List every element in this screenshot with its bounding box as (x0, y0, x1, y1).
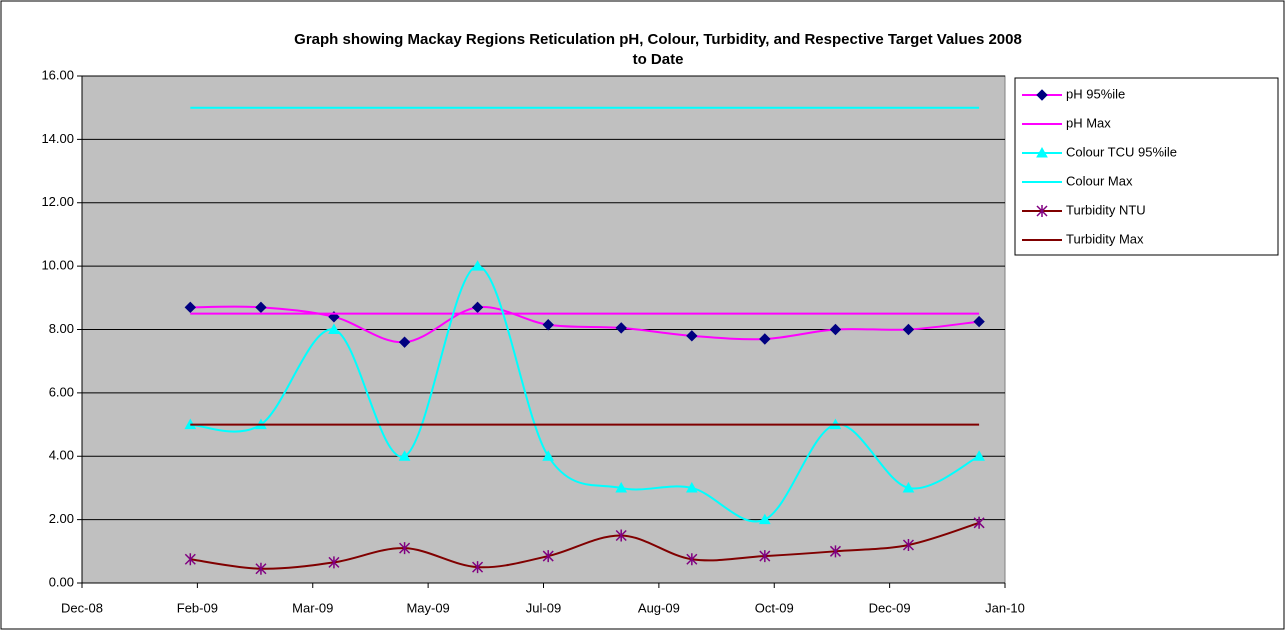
marker (902, 481, 915, 493)
y-tick-label: 8.00 (49, 321, 74, 336)
y-tick-label: 2.00 (49, 511, 74, 526)
y-tick-label: 0.00 (49, 574, 74, 589)
marker (255, 301, 267, 314)
marker (472, 561, 484, 574)
marker (471, 301, 484, 314)
legend (1014, 77, 1279, 256)
marker (328, 556, 340, 569)
x-tick-label: May-09 (406, 600, 449, 615)
marker (328, 323, 340, 334)
marker (902, 323, 915, 336)
marker (758, 513, 771, 525)
marker (1036, 146, 1048, 158)
marker (255, 562, 267, 575)
x-tick-label: Feb-09 (177, 600, 218, 615)
marker (973, 450, 985, 461)
marker (398, 336, 411, 348)
marker (829, 545, 841, 558)
marker (1036, 205, 1048, 217)
x-tick-label: Mar-09 (292, 600, 333, 615)
marker (184, 553, 196, 566)
marker (184, 301, 197, 314)
marker (686, 330, 698, 342)
x-tick-label: Dec-09 (869, 600, 911, 615)
y-tick-label: 16.00 (41, 67, 74, 82)
y-tick-label: 6.00 (49, 384, 74, 399)
marker (759, 333, 771, 345)
legend-label: Colour Max (1066, 173, 1133, 188)
marker (615, 322, 627, 334)
marker (902, 538, 914, 551)
series-line (190, 521, 980, 570)
x-tick-label: Oct-09 (755, 600, 794, 615)
y-tick-label: 4.00 (49, 448, 74, 463)
legend-label: Colour TCU 95%ile (1066, 144, 1177, 159)
marker (542, 450, 555, 461)
marker (685, 481, 698, 493)
y-tick-label: 10.00 (41, 258, 74, 273)
marker (759, 550, 771, 563)
y-tick-label: 14.00 (41, 131, 74, 146)
legend-label: pH Max (1066, 115, 1111, 130)
marker (829, 323, 842, 336)
marker (542, 550, 554, 563)
legend-label: pH 95%ile (1066, 86, 1125, 101)
chart-title: Graph showing Mackay Regions Reticulatio… (294, 31, 1022, 68)
marker (615, 481, 628, 493)
marker (973, 516, 985, 529)
marker (973, 315, 985, 328)
marker (1036, 89, 1048, 101)
x-tick-label: Jan-10 (985, 600, 1025, 615)
x-tick-label: Jul-09 (526, 600, 561, 615)
marker (615, 529, 627, 542)
marker (471, 260, 484, 271)
marker (686, 553, 698, 566)
legend-label: Turbidity NTU (1066, 202, 1146, 217)
x-tick-label: Dec-08 (61, 600, 103, 615)
marker (398, 450, 411, 461)
marker (542, 319, 554, 331)
y-tick-label: 12.00 (41, 194, 74, 209)
legend-label: Turbidity Max (1066, 231, 1144, 246)
x-tick-label: Aug-09 (638, 600, 680, 615)
marker (399, 542, 411, 555)
